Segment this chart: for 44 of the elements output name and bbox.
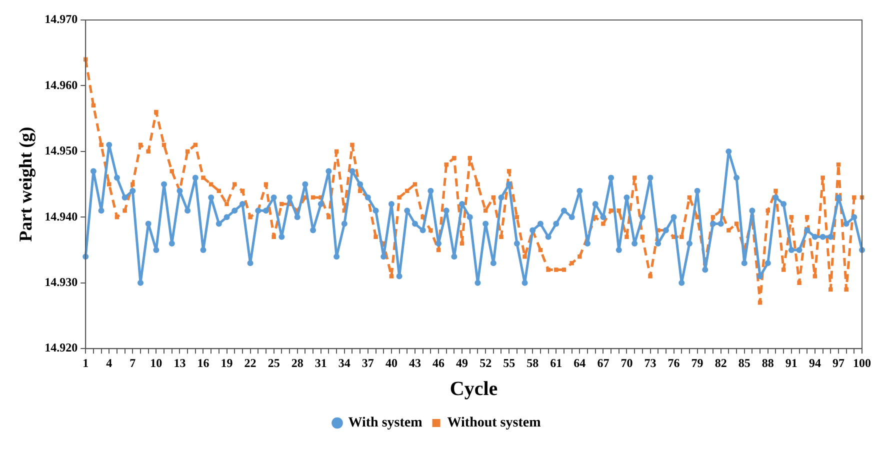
x-tick-label: 82 <box>714 356 727 370</box>
x-tick-label: 16 <box>197 356 210 370</box>
y-tick-label: 14.920 <box>44 340 78 355</box>
x-tick-label: 10 <box>150 356 162 370</box>
x-tick-label: 64 <box>574 356 586 370</box>
x-tick-label: 94 <box>808 356 821 370</box>
x-tick-label: 46 <box>432 356 445 370</box>
x-tick-label: 37 <box>362 356 374 370</box>
x-tick-label: 40 <box>385 356 398 370</box>
x-tick-label: 7 <box>130 356 136 370</box>
x-tick-label: 1 <box>82 356 89 370</box>
x-tick-label: 19 <box>220 356 233 370</box>
x-tick-label: 52 <box>480 356 492 370</box>
x-tick-label: 85 <box>738 356 750 370</box>
y-tick-label: 14.950 <box>44 144 78 158</box>
x-tick-label: 97 <box>832 356 844 370</box>
x-tick-label: 67 <box>597 356 610 370</box>
x-tick-label: 25 <box>268 356 280 370</box>
legend-label: Without system <box>447 416 542 431</box>
y-tick-label: 14.970 <box>44 12 78 26</box>
x-tick-label: 49 <box>456 356 468 370</box>
x-tick-label: 31 <box>314 356 327 370</box>
x-tick-label: 43 <box>408 356 421 370</box>
x-tick-label: 70 <box>620 356 633 370</box>
x-tick-label: 4 <box>106 356 112 370</box>
x-tick-label: 28 <box>291 356 304 370</box>
x-tick-label: 73 <box>644 356 656 370</box>
x-axis-title: Cycle <box>450 378 498 400</box>
y-tick-label: 14.930 <box>44 274 78 289</box>
x-tick-label: 55 <box>503 356 516 370</box>
x-tick-label: 91 <box>785 356 798 370</box>
x-tick-label: 88 <box>762 356 774 370</box>
x-tick-label: 58 <box>526 356 539 370</box>
x-tick-label: 34 <box>338 356 350 370</box>
x-tick-label: 22 <box>244 356 256 370</box>
y-axis-title: Part weight (g) <box>15 126 36 242</box>
x-tick-label: 100 <box>853 356 871 370</box>
y-tick-label: 14.940 <box>44 209 78 224</box>
y-tick-label: 14.960 <box>44 78 78 92</box>
x-tick-label: 79 <box>691 356 704 370</box>
x-tick-label: 61 <box>550 356 562 370</box>
x-tick-label: 76 <box>668 356 680 370</box>
x-tick-label: 13 <box>174 356 186 370</box>
legend-label: With system <box>348 416 423 431</box>
